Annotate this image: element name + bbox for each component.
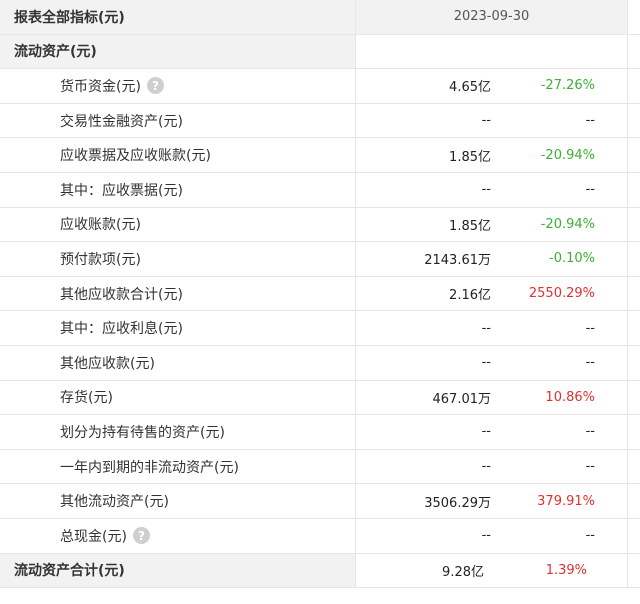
table-row: 应收票据及应收账款(元) 1.85亿 -20.94%: [0, 138, 640, 173]
table-header-row: 报表全部指标(元) 2023-09-30: [0, 0, 640, 35]
row-label-cell: 总现金(元)?: [0, 518, 356, 553]
row-change: --: [585, 459, 595, 475]
row-value: 1.85亿: [449, 218, 491, 234]
table-row: 总现金(元)? -- --: [0, 518, 640, 554]
row-label: 存货(元): [60, 390, 113, 407]
total-change: 1.39%: [545, 562, 587, 578]
table-row: 其他应收款合计(元) 2.16亿 2550.29%: [0, 276, 640, 312]
table-row: 划分为持有待售的资产(元) -- --: [0, 415, 640, 450]
total-row: 流动资产合计(元) 9.28亿 1.39%: [0, 553, 640, 589]
row-label-cell: 应收账款(元): [0, 207, 356, 242]
row-change: 10.86%: [545, 389, 595, 405]
row-change: --: [585, 355, 595, 371]
row-label-cell: 划分为持有待售的资产(元): [0, 415, 356, 449]
row-data-cell: 1.85亿 -20.94%: [356, 207, 628, 242]
table-row: 其他应收款(元) -- --: [0, 345, 640, 381]
row-label-cell: 一年内到期的非流动资产(元): [0, 449, 356, 484]
row-value: --: [481, 424, 491, 440]
row-data-cell: -- --: [356, 345, 628, 380]
row-label: 其中：应收票据(元): [60, 182, 183, 199]
row-value: 2143.61万: [424, 253, 491, 269]
row-value: --: [481, 182, 491, 198]
row-label-cell: 交易性金融资产(元): [0, 103, 356, 138]
section-row: 流动资产(元): [0, 34, 640, 70]
financial-indicators-table: 报表全部指标(元) 2023-09-30 流动资产(元) 货币资金(元)? 4.6…: [0, 0, 640, 589]
question-circle-icon[interactable]: ?: [146, 77, 164, 95]
row-label: 其他应收款(元): [60, 355, 155, 372]
row-change: --: [585, 528, 595, 544]
row-change: -20.94%: [540, 147, 595, 163]
row-label-cell: 其他应收款(元): [0, 345, 356, 380]
table-row: 其他流动资产(元) 3506.29万 379.91%: [0, 484, 640, 519]
row-data-cell: 3506.29万 379.91%: [356, 484, 628, 518]
table-row: 其中：应收利息(元) -- --: [0, 311, 640, 346]
row-data-cell: 4.65亿 -27.26%: [356, 69, 628, 103]
row-change: --: [585, 424, 595, 440]
table-row: 交易性金融资产(元) -- --: [0, 103, 640, 139]
row-label: 其他流动资产(元): [60, 494, 169, 511]
row-label-cell: 其中：应收利息(元): [0, 311, 356, 345]
row-label: 其中：应收利息(元): [60, 321, 183, 338]
table-row: 一年内到期的非流动资产(元) -- --: [0, 449, 640, 485]
section-title: 流动资产(元): [0, 34, 356, 69]
table-row: 存货(元) 467.01万 10.86%: [0, 380, 640, 416]
row-change: 379.91%: [537, 493, 595, 509]
table-row: 应收账款(元) 1.85亿 -20.94%: [0, 207, 640, 243]
row-label: 预付款项(元): [60, 251, 141, 268]
row-value: 1.85亿: [449, 149, 491, 165]
table-row: 其中：应收票据(元) -- --: [0, 172, 640, 208]
row-label: 货币资金(元): [60, 78, 141, 95]
row-label-cell: 其中：应收票据(元): [0, 172, 356, 207]
row-label-cell: 其他应收款合计(元): [0, 276, 356, 311]
row-label: 交易性金融资产(元): [60, 113, 183, 130]
row-label: 总现金(元): [60, 528, 127, 545]
row-data-cell: 467.01万 10.86%: [356, 380, 628, 415]
row-label: 应收账款(元): [60, 217, 141, 234]
row-data-cell: -- --: [356, 103, 628, 138]
header-title: 报表全部指标(元): [0, 0, 356, 34]
row-change: -0.10%: [549, 251, 595, 267]
row-label: 其他应收款合计(元): [60, 286, 183, 303]
row-data-cell: 2.16亿 2550.29%: [356, 276, 628, 311]
row-value: 4.65亿: [449, 80, 491, 96]
row-value: --: [481, 355, 491, 371]
row-change: --: [585, 182, 595, 198]
row-label-cell: 其他流动资产(元): [0, 484, 356, 518]
row-label-cell: 存货(元): [0, 380, 356, 415]
row-value: 3506.29万: [424, 495, 491, 511]
period-header[interactable]: 2023-09-30: [356, 0, 628, 34]
total-label: 流动资产合计(元): [0, 553, 356, 588]
row-data-cell: -- --: [356, 518, 628, 553]
row-label: 划分为持有待售的资产(元): [60, 424, 225, 441]
row-label: 一年内到期的非流动资产(元): [60, 459, 239, 476]
row-data-cell: 1.85亿 -20.94%: [356, 138, 628, 172]
row-change: 2550.29%: [528, 286, 595, 302]
row-label-cell: 应收票据及应收账款(元): [0, 138, 356, 172]
row-data-cell: -- --: [356, 172, 628, 207]
row-value: --: [481, 320, 491, 336]
row-change: --: [585, 113, 595, 129]
row-data-cell: -- --: [356, 311, 628, 345]
row-value: 2.16亿: [449, 288, 491, 304]
row-value: --: [481, 528, 491, 544]
row-data-cell: -- --: [356, 449, 628, 484]
row-data-cell: 2143.61万 -0.10%: [356, 242, 628, 276]
row-label-cell: 预付款项(元): [0, 242, 356, 276]
row-change: --: [585, 320, 595, 336]
row-value: --: [481, 113, 491, 129]
row-value: 467.01万: [432, 391, 492, 407]
table-row: 预付款项(元) 2143.61万 -0.10%: [0, 242, 640, 277]
row-label-cell: 货币资金(元)?: [0, 69, 356, 103]
row-value: --: [481, 459, 491, 475]
row-label: 应收票据及应收账款(元): [60, 148, 211, 165]
table-row: 货币资金(元)? 4.65亿 -27.26%: [0, 69, 640, 104]
row-change: -27.26%: [540, 78, 595, 94]
row-data-cell: -- --: [356, 415, 628, 449]
total-value: 9.28亿: [442, 564, 484, 580]
row-change: -20.94%: [540, 216, 595, 232]
question-circle-icon[interactable]: ?: [132, 527, 150, 545]
